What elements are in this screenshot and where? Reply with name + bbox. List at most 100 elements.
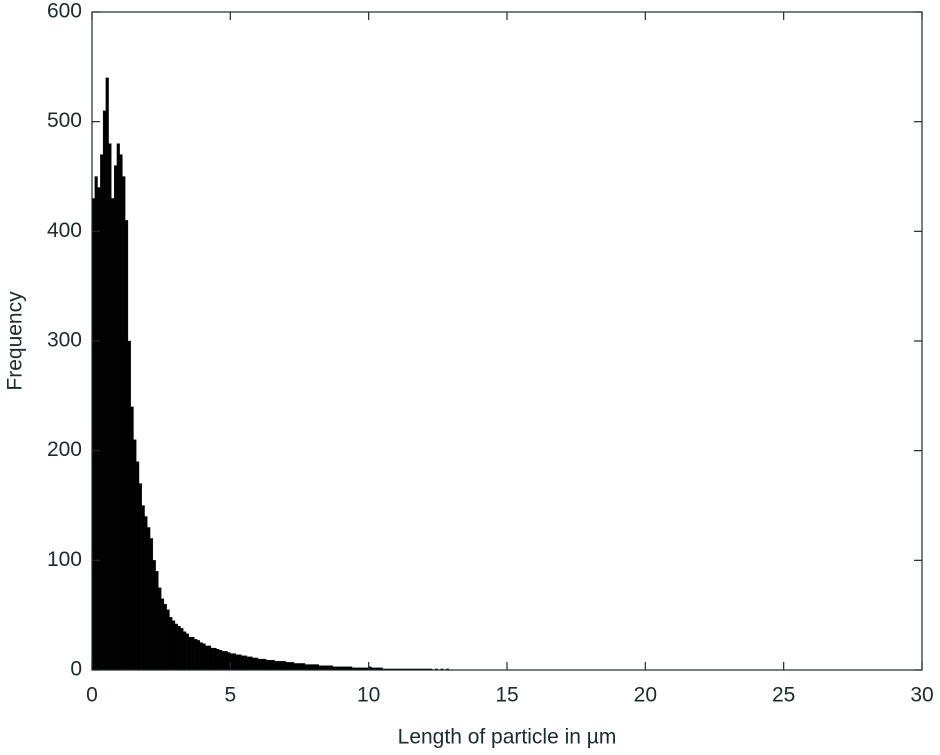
- plot-frame: [91, 11, 923, 671]
- bar: [188, 636, 192, 671]
- y-tick-label: 500: [47, 109, 82, 132]
- bar: [125, 220, 129, 671]
- y-tick-label: 0: [70, 658, 82, 681]
- bar: [102, 110, 106, 671]
- bar: [111, 198, 115, 671]
- bar: [152, 560, 156, 671]
- x-tick-label: 0: [86, 684, 98, 707]
- bar: [246, 656, 250, 671]
- bar: [205, 645, 209, 671]
- bar: [310, 664, 314, 671]
- bar: [210, 647, 214, 671]
- x-tick-label: 5: [224, 684, 236, 707]
- y-tick-label: 600: [47, 0, 82, 23]
- bar: [177, 625, 181, 671]
- bar: [277, 661, 281, 671]
- bar: [161, 598, 165, 671]
- bar: [127, 340, 131, 671]
- bar: [208, 645, 212, 671]
- bar: [279, 661, 284, 671]
- bar: [299, 663, 303, 671]
- bar: [263, 658, 267, 671]
- bar: [219, 650, 223, 671]
- bar: [291, 662, 295, 671]
- bar: [235, 654, 239, 671]
- bar: [266, 659, 270, 671]
- bar: [155, 571, 159, 671]
- x-tick-label: 25: [772, 684, 795, 707]
- bar: [321, 665, 325, 671]
- bar: [249, 656, 253, 671]
- bar: [94, 176, 98, 671]
- bar: [166, 609, 170, 671]
- bar: [158, 587, 162, 671]
- bar: [282, 661, 286, 671]
- bar: [183, 631, 187, 671]
- bar: [116, 143, 120, 671]
- y-tick-label: 400: [47, 219, 82, 242]
- x-tick-label: 30: [910, 684, 933, 707]
- bar: [163, 604, 167, 671]
- bar: [304, 664, 308, 671]
- bar: [180, 628, 184, 671]
- x-tick-label: 10: [357, 684, 380, 707]
- bar: [271, 659, 275, 671]
- bar: [318, 665, 322, 671]
- y-tick-label: 200: [47, 438, 82, 461]
- bar: [244, 655, 248, 671]
- bar: [100, 154, 104, 671]
- bar: [149, 538, 154, 671]
- bar: [174, 623, 178, 671]
- bar: [329, 665, 333, 671]
- bar: [133, 439, 137, 671]
- bar: [221, 651, 225, 671]
- bar: [113, 165, 118, 671]
- bar: [216, 649, 220, 671]
- bar: [241, 655, 245, 671]
- bar: [255, 657, 259, 671]
- bar: [315, 664, 320, 671]
- bar: [169, 617, 173, 671]
- bar: [307, 664, 311, 671]
- bar: [232, 653, 237, 671]
- bar: [196, 640, 201, 671]
- bar: [141, 505, 145, 671]
- bar: [119, 154, 123, 671]
- bar: [138, 483, 142, 671]
- bar: [185, 633, 189, 671]
- bar: [274, 661, 278, 671]
- bar: [194, 639, 198, 671]
- y-tick-label: 300: [47, 329, 82, 352]
- bar: [144, 516, 148, 671]
- bar: [288, 662, 292, 671]
- bar: [224, 651, 228, 671]
- bar: [238, 654, 242, 671]
- bar: [105, 77, 109, 671]
- bar: [191, 636, 195, 671]
- bar: [122, 176, 126, 671]
- bar: [313, 664, 317, 671]
- bar: [147, 527, 151, 671]
- bar: [260, 658, 264, 671]
- bar: [136, 461, 140, 671]
- bar: [257, 658, 261, 671]
- bar: [252, 657, 256, 671]
- bar: [327, 665, 331, 671]
- bar: [97, 187, 101, 671]
- bar: [172, 620, 176, 671]
- bar: [213, 647, 217, 671]
- x-tick-label: 20: [634, 684, 657, 707]
- bar: [324, 665, 328, 671]
- bar: [130, 406, 134, 671]
- y-axis-label: Frequency: [4, 291, 27, 391]
- bar: [285, 662, 289, 671]
- bar: [202, 643, 206, 671]
- x-tick-label: 15: [495, 684, 518, 707]
- x-axis-label: Length of particle in µm: [398, 726, 617, 749]
- bar: [199, 642, 203, 671]
- bar: [268, 659, 272, 671]
- bar: [302, 663, 306, 671]
- bar: [108, 143, 112, 671]
